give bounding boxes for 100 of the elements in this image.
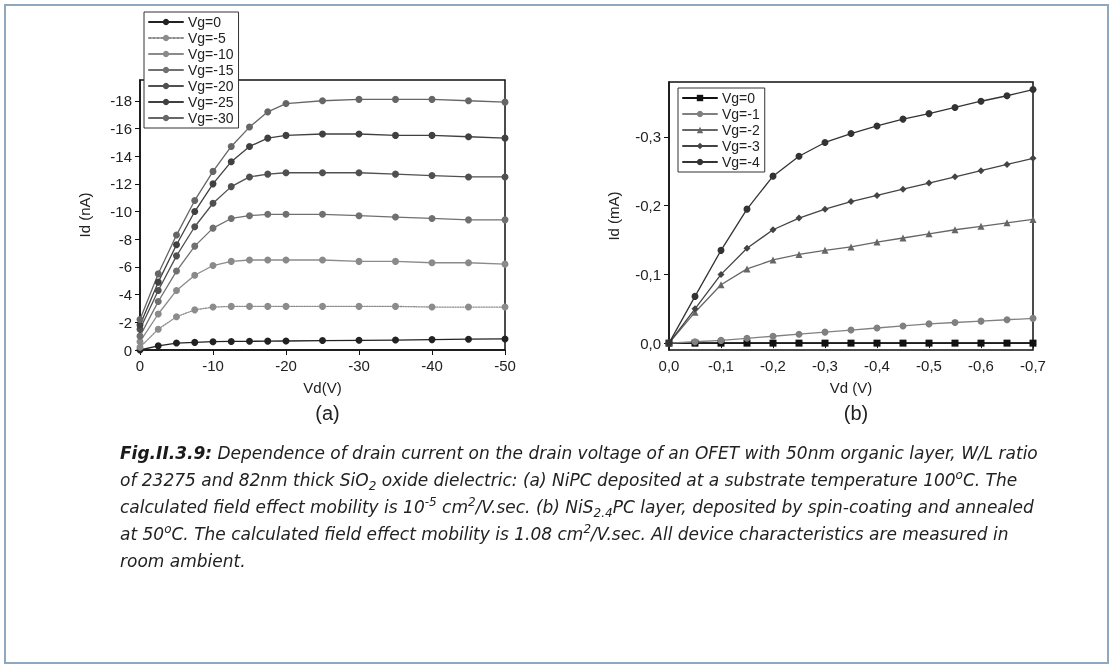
point [899, 234, 907, 242]
point [428, 95, 436, 103]
point [246, 302, 253, 310]
point [1029, 154, 1037, 162]
point [392, 302, 399, 310]
x-tick-label: 0 [135, 357, 145, 374]
y-tick-label: -12 [110, 175, 132, 193]
point [951, 319, 959, 327]
y-tick-label: -0,3 [635, 128, 661, 146]
point [209, 262, 217, 270]
point [717, 246, 725, 254]
point [264, 134, 272, 142]
point [873, 191, 881, 199]
point [227, 142, 235, 150]
point [977, 339, 985, 347]
point [227, 337, 235, 345]
x-axis-title: Vd(V) [303, 379, 342, 396]
point [154, 325, 162, 333]
point [795, 339, 803, 347]
point [951, 339, 959, 347]
point [1003, 92, 1011, 100]
point [1003, 316, 1011, 324]
point [246, 173, 253, 181]
x-tick-label: -20 [275, 357, 297, 374]
point [392, 213, 399, 221]
point [392, 336, 399, 344]
x-axis-title: Vd (V) [829, 379, 873, 396]
point [821, 205, 829, 213]
y-tick-label: -0,2 [635, 197, 661, 215]
point [873, 339, 881, 347]
point [173, 339, 180, 347]
y-tick-label: -14 [110, 147, 132, 165]
point [428, 214, 436, 222]
point [951, 173, 959, 181]
text: (a) [315, 402, 340, 424]
y-tick-label: -8 [118, 230, 132, 248]
legend-label: Vg=-1 [722, 106, 760, 122]
point [977, 222, 985, 230]
point [847, 339, 855, 347]
point [173, 313, 180, 321]
point [173, 286, 180, 294]
point [173, 252, 180, 260]
point [154, 278, 162, 286]
point [264, 302, 272, 310]
point [465, 216, 472, 224]
point [319, 337, 326, 345]
point [264, 210, 272, 218]
point [717, 270, 725, 278]
point [847, 198, 855, 206]
point [319, 130, 326, 138]
point [428, 131, 436, 139]
x-tick-label: -40 [421, 357, 443, 374]
y-axis-title: Id (mA) [605, 191, 622, 241]
x-tick-label: -0,7 [1020, 357, 1046, 374]
point [1003, 160, 1011, 168]
y-tick-label: -16 [110, 119, 132, 137]
legend-label: Vg=0 [188, 14, 222, 30]
point [355, 169, 363, 177]
legend-label: Vg=-4 [722, 154, 760, 170]
point [465, 173, 472, 181]
point [821, 246, 829, 254]
y-axis-title: Id (nA) [76, 192, 93, 238]
point [1029, 86, 1037, 94]
legend-label: Vg=-3 [722, 138, 760, 154]
legend-label: Vg=0 [722, 90, 756, 106]
y-tick-label: -6 [118, 258, 132, 276]
point [821, 339, 829, 347]
point [264, 256, 272, 264]
point [873, 238, 881, 246]
point [319, 97, 326, 105]
point [795, 250, 803, 258]
x-tick-label: -0,3 [812, 357, 838, 374]
point [282, 169, 290, 177]
point [428, 336, 436, 344]
point [769, 339, 777, 347]
point [847, 243, 855, 251]
point [795, 330, 803, 338]
point [355, 212, 363, 220]
point [264, 108, 272, 116]
point [795, 152, 803, 160]
point [392, 170, 399, 178]
point [428, 259, 436, 267]
point [977, 97, 985, 105]
point [209, 338, 217, 346]
point [392, 257, 399, 265]
point [1029, 215, 1037, 223]
point [925, 339, 933, 347]
point [795, 214, 803, 222]
point [847, 130, 855, 138]
point [191, 223, 199, 231]
point [191, 196, 199, 204]
point [769, 226, 777, 234]
point [282, 302, 290, 310]
point [821, 138, 829, 146]
text: (b) [843, 402, 869, 424]
point [355, 257, 363, 265]
legend-label: Vg=-25 [188, 94, 234, 110]
point [465, 303, 472, 311]
point [154, 310, 162, 318]
point [173, 231, 180, 239]
